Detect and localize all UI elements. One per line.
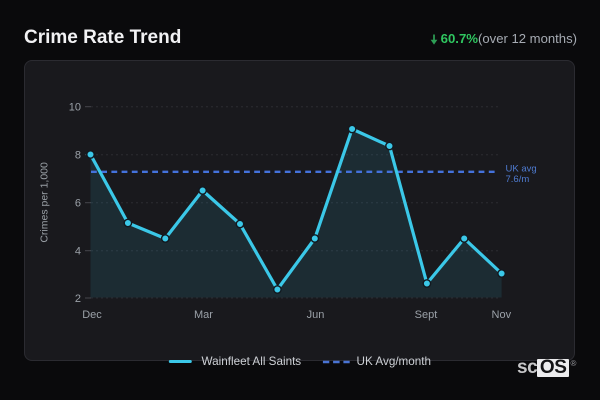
svg-text:7.6/m: 7.6/m — [506, 174, 530, 185]
svg-text:Nov: Nov — [492, 309, 512, 321]
svg-text:Dec: Dec — [82, 309, 102, 321]
svg-text:Jun: Jun — [307, 309, 325, 321]
svg-text:UK avg: UK avg — [506, 164, 537, 175]
svg-text:10: 10 — [69, 102, 81, 114]
svg-text:8: 8 — [75, 150, 81, 162]
svg-text:Mar: Mar — [194, 309, 213, 321]
svg-text:4: 4 — [75, 246, 81, 258]
svg-text:Crimes per 1,000: Crimes per 1,000 — [39, 162, 51, 243]
svg-text:6: 6 — [75, 198, 81, 210]
svg-text:2: 2 — [75, 293, 81, 305]
svg-text:Sept: Sept — [415, 309, 438, 321]
